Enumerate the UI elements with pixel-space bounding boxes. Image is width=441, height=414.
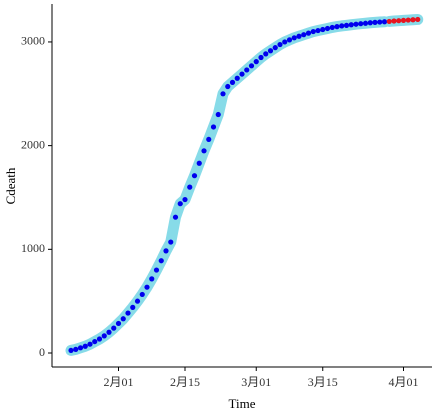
data-point <box>329 24 335 31</box>
data-point <box>168 239 174 245</box>
data-point <box>362 20 369 26</box>
x-tick-label: 3月15 <box>308 375 338 389</box>
data-point <box>305 30 312 36</box>
uncertainty-band <box>65 16 390 356</box>
data-point <box>96 336 103 342</box>
data-point <box>353 21 359 27</box>
data-point <box>111 325 117 331</box>
data-point <box>106 329 112 335</box>
y-tick-label: 1000 <box>21 241 45 255</box>
data-point <box>410 17 416 23</box>
data-point <box>196 160 202 166</box>
data-point <box>372 19 378 25</box>
data-point <box>115 320 122 327</box>
data-point <box>225 83 231 90</box>
data-point <box>291 35 297 41</box>
data-point <box>248 63 255 69</box>
y-tick-label: 0 <box>39 345 45 359</box>
data-point <box>201 148 207 154</box>
data-point <box>310 28 316 35</box>
data-point <box>73 346 79 352</box>
data-point <box>396 18 402 24</box>
data-point <box>377 19 383 25</box>
y-tick-label: 3000 <box>21 34 45 48</box>
data-point <box>415 16 421 23</box>
data-point <box>253 59 259 65</box>
data-point <box>320 26 326 33</box>
x-tick-label: 4月01 <box>388 375 418 389</box>
data-point <box>358 21 364 27</box>
data-point <box>139 291 145 298</box>
data-point <box>149 276 155 282</box>
data-point <box>187 184 193 190</box>
y-axis-title: Cdeath <box>3 167 18 204</box>
data-point <box>277 41 283 48</box>
data-point <box>381 19 388 25</box>
data-point <box>405 17 411 23</box>
data-point <box>258 54 264 61</box>
data-point <box>296 33 302 39</box>
data-point <box>315 27 321 34</box>
data-point <box>229 79 236 85</box>
data-point <box>267 48 274 54</box>
data-point <box>130 304 136 310</box>
data-point <box>391 18 397 24</box>
data-point <box>348 22 354 28</box>
data-point <box>77 345 84 351</box>
data-point <box>244 67 250 73</box>
x-tick-label: 3月01 <box>241 375 271 389</box>
data-point <box>286 37 293 43</box>
data-point <box>163 248 169 254</box>
data-point <box>301 32 307 38</box>
data-point <box>82 343 88 349</box>
data-point <box>215 111 221 118</box>
data-point <box>220 91 226 97</box>
data-point <box>400 17 407 23</box>
data-point <box>92 338 98 345</box>
data-point <box>68 347 74 354</box>
data-point <box>339 23 345 29</box>
data-point <box>343 22 350 28</box>
data-point <box>120 316 126 322</box>
x-tick-label: 2月15 <box>170 375 200 389</box>
data-point <box>177 201 183 207</box>
data-point <box>324 25 331 32</box>
data-point <box>101 333 107 339</box>
data-point <box>334 24 340 30</box>
data-point <box>182 196 188 203</box>
y-tick-label: 2000 <box>21 137 45 151</box>
data-point <box>191 173 198 179</box>
data-point <box>158 258 164 264</box>
data-point <box>172 214 179 220</box>
data-point <box>272 45 278 51</box>
data-point <box>206 136 212 143</box>
data-point <box>125 310 131 316</box>
data-point <box>134 298 141 304</box>
data-point <box>386 18 392 25</box>
data-point <box>210 124 217 130</box>
data-point <box>87 341 93 347</box>
x-axis-title: Time <box>229 396 256 411</box>
x-tick-label: 2月01 <box>103 375 133 389</box>
data-point <box>234 75 240 81</box>
data-point <box>282 39 288 45</box>
data-point <box>144 284 150 290</box>
data-point <box>153 267 160 273</box>
data-point <box>239 71 245 77</box>
data-point <box>263 51 269 57</box>
data-point <box>367 20 373 26</box>
